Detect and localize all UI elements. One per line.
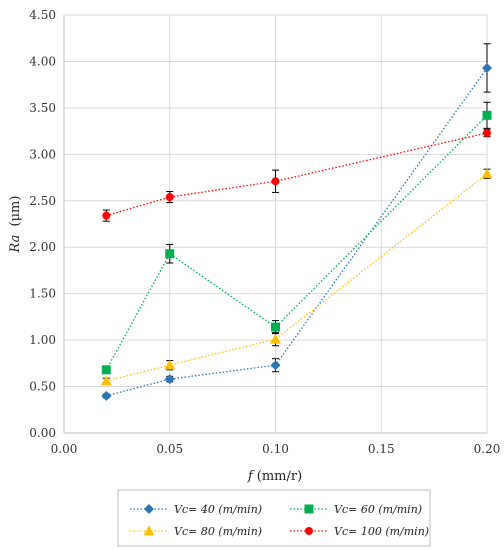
data-point-diamond: [144, 504, 154, 514]
series-line: [106, 67, 488, 397]
data-point-triangle: [164, 359, 176, 370]
y-axis-title: Ra (μm): [8, 196, 23, 254]
y-tick-label: 3.50: [29, 101, 56, 115]
series-4: [102, 128, 491, 222]
legend-label: Vc= 80 (m/min): [174, 525, 262, 538]
y-tick-label: 1.50: [29, 287, 56, 301]
data-point-diamond: [270, 360, 281, 371]
legend: Vc= 40 (m/min) Vc= 60 (m/min) Vc= 80 (m/mi…: [117, 489, 431, 547]
data-point-square: [304, 504, 314, 514]
data-point-circle: [271, 177, 280, 186]
data-point-diamond: [101, 390, 112, 401]
series-line: [106, 173, 488, 382]
x-tick-labels: 0.00 0.05 0.10 0.15 0.20: [51, 442, 501, 456]
legend-entry: Vc= 60 (m/min): [290, 503, 422, 516]
y-tick-label: 1.00: [29, 333, 56, 347]
data-point-triangle: [481, 168, 493, 179]
legend-box: [117, 489, 431, 547]
x-tick-label: 0.10: [262, 442, 289, 456]
series-line: [105, 114, 488, 371]
series-2: [101, 101, 492, 375]
data-point-square: [271, 322, 280, 332]
series-1: [101, 43, 492, 401]
y-tick-label: 3.00: [29, 147, 56, 161]
y-tick-label: 0.00: [29, 426, 56, 440]
series-layer: [100, 43, 493, 401]
data-point-triangle: [270, 333, 281, 344]
legend-entry: Vc= 40 (m/min): [130, 503, 262, 516]
series-3: [100, 168, 493, 386]
data-point-square: [101, 365, 111, 375]
data-point-diamond: [164, 374, 175, 385]
y-tick-label: 4.50: [29, 8, 56, 22]
y-tick-label: 2.00: [29, 240, 56, 254]
x-tick-label: 0.20: [474, 442, 501, 456]
y-tick-label: 0.50: [29, 380, 56, 394]
series-line: [106, 132, 488, 217]
axes: [63, 15, 487, 434]
data-point-circle: [305, 527, 313, 535]
data-point-square: [165, 249, 175, 259]
y-tick-label: 4.00: [29, 54, 56, 68]
data-point-triangle: [143, 525, 155, 536]
x-axis-title: f (mm/r): [247, 469, 302, 484]
legend-label: Vc= 60 (m/min): [334, 503, 422, 516]
y-tick-label: 2.50: [29, 194, 56, 208]
data-point-circle: [483, 128, 491, 137]
data-point-triangle: [100, 375, 112, 386]
legend-label: Vc= 100 (m/min): [334, 525, 429, 538]
x-tick-label: 0.15: [368, 442, 395, 456]
legend-entry: Vc= 80 (m/min): [130, 525, 262, 538]
data-point-circle: [102, 211, 111, 220]
legend-entry: Vc= 100 (m/min): [290, 525, 429, 538]
legend-label: Vc= 40 (m/min): [174, 503, 262, 516]
x-tick-label: 0.00: [51, 442, 78, 456]
data-point-square: [482, 110, 492, 120]
data-point-diamond: [482, 62, 492, 73]
x-tick-label: 0.05: [156, 442, 183, 456]
data-point-circle: [165, 193, 174, 202]
y-tick-labels: 0.00 0.50 1.00 1.50 2.00 2.50 3.00 3.50 4.00 4.50: [29, 8, 56, 440]
